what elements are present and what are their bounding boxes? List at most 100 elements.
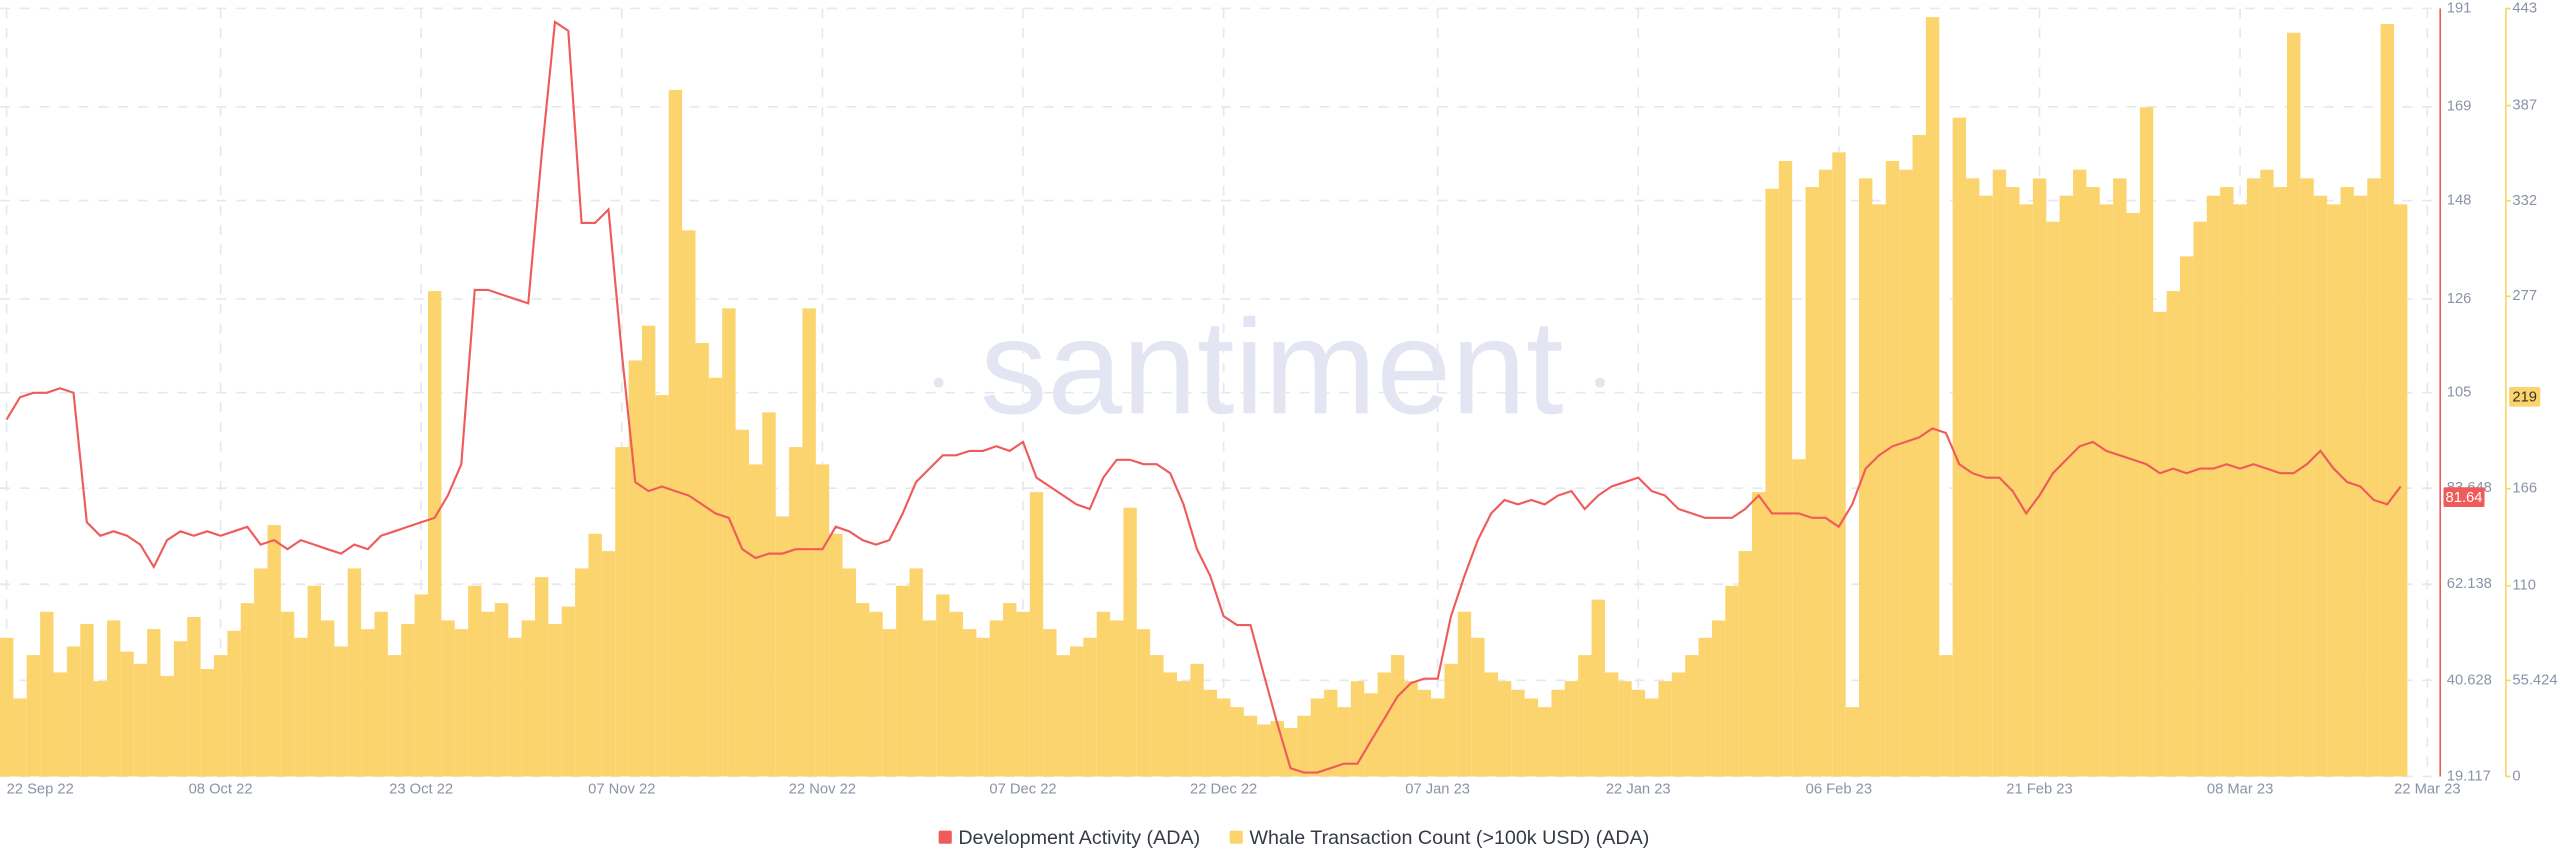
legend-swatch bbox=[938, 830, 952, 844]
bar bbox=[0, 637, 14, 777]
watermark: santiment bbox=[933, 291, 1605, 442]
bar bbox=[2086, 187, 2100, 777]
bar bbox=[334, 646, 348, 777]
bar bbox=[2380, 24, 2395, 777]
legend-label: Development Activity (ADA) bbox=[958, 827, 1200, 849]
bar bbox=[1069, 646, 1084, 777]
bar bbox=[588, 533, 602, 777]
bar bbox=[575, 568, 589, 777]
bar bbox=[401, 623, 415, 777]
bar bbox=[320, 620, 335, 777]
last-value-badge bbox=[2509, 386, 2541, 407]
bar bbox=[1431, 698, 1445, 777]
bar bbox=[909, 568, 923, 777]
x-tick-label: 08 Mar 23 bbox=[2207, 782, 2273, 798]
bar bbox=[1564, 681, 1579, 777]
bar bbox=[2246, 178, 2261, 777]
bar bbox=[1377, 672, 1391, 777]
bar bbox=[1150, 655, 1164, 777]
bar bbox=[1083, 637, 1097, 777]
bar bbox=[1671, 672, 1686, 777]
bar bbox=[1043, 629, 1057, 777]
bar bbox=[1952, 117, 1967, 777]
bar bbox=[521, 620, 535, 777]
bar bbox=[2153, 311, 2167, 777]
bar bbox=[1003, 603, 1017, 777]
bar bbox=[1163, 672, 1177, 777]
bar bbox=[1123, 507, 1137, 777]
bar bbox=[1324, 689, 1338, 777]
y2-tick-label: 110 bbox=[2512, 578, 2536, 594]
y-tick-label: 148 bbox=[2447, 193, 2472, 209]
y2-tick-label: 166 bbox=[2512, 481, 2537, 497]
bar bbox=[1350, 681, 1365, 777]
bar bbox=[922, 620, 937, 777]
bar bbox=[1110, 620, 1124, 777]
bar bbox=[1658, 681, 1672, 777]
bar bbox=[1404, 681, 1418, 777]
y2-tick-label: 0 bbox=[2512, 768, 2520, 784]
bar bbox=[1243, 715, 1258, 777]
x-tick-label: 22 Jan 23 bbox=[1606, 782, 1671, 798]
bar bbox=[1283, 727, 1298, 777]
bar bbox=[93, 681, 107, 777]
x-tick-label: 06 Feb 23 bbox=[1806, 782, 1872, 798]
bar bbox=[120, 651, 134, 777]
x-tick-label: 08 Oct 22 bbox=[189, 782, 253, 798]
bar bbox=[1524, 698, 1539, 777]
bar bbox=[641, 325, 656, 777]
bar bbox=[762, 412, 776, 777]
bar bbox=[494, 603, 509, 777]
bar bbox=[1979, 195, 1993, 777]
bar bbox=[1805, 187, 1819, 777]
bar bbox=[2126, 213, 2140, 777]
bar bbox=[1310, 698, 1325, 777]
bar bbox=[1029, 492, 1044, 777]
bar bbox=[722, 308, 736, 777]
x-tick-label: 23 Oct 22 bbox=[389, 782, 453, 798]
bar bbox=[2032, 178, 2047, 777]
bar bbox=[2367, 178, 2381, 777]
bar bbox=[1551, 689, 1565, 777]
bar bbox=[748, 464, 763, 777]
last-value-badge bbox=[2443, 487, 2485, 507]
x-tick-label: 22 Mar 23 bbox=[2394, 782, 2460, 798]
bar bbox=[1792, 459, 1806, 777]
bar bbox=[2139, 107, 2154, 777]
last-value-label: 81.64 bbox=[2446, 490, 2483, 506]
bar bbox=[481, 611, 495, 777]
bar bbox=[789, 447, 803, 777]
bar bbox=[361, 629, 375, 777]
bar bbox=[1270, 720, 1284, 777]
bar bbox=[1872, 204, 1886, 777]
y2-tick-label: 443 bbox=[2512, 0, 2537, 16]
y-tick-label: 169 bbox=[2447, 99, 2472, 115]
bar bbox=[441, 620, 455, 777]
bar bbox=[347, 568, 362, 777]
bar bbox=[147, 629, 161, 777]
axes: 19.11740.62862.13883.6481051261481691910… bbox=[7, 0, 2558, 849]
bar bbox=[735, 429, 749, 777]
bar bbox=[2206, 195, 2221, 777]
bar bbox=[187, 616, 201, 777]
bar bbox=[1364, 693, 1378, 777]
x-tick-label: 07 Dec 22 bbox=[989, 782, 1056, 798]
bar bbox=[695, 343, 709, 777]
bar bbox=[374, 611, 388, 777]
bar bbox=[1818, 169, 1833, 777]
bar bbox=[173, 641, 188, 777]
bar bbox=[267, 525, 281, 777]
bar bbox=[1176, 681, 1191, 777]
bar bbox=[2166, 291, 2181, 777]
bar bbox=[2220, 187, 2234, 777]
bar bbox=[1698, 637, 1712, 777]
bar bbox=[882, 629, 897, 777]
bar bbox=[855, 603, 870, 777]
bar bbox=[1645, 698, 1659, 777]
bar bbox=[708, 377, 723, 777]
bar bbox=[2313, 195, 2328, 777]
bar bbox=[962, 629, 977, 777]
watermark-dot bbox=[1595, 377, 1605, 388]
